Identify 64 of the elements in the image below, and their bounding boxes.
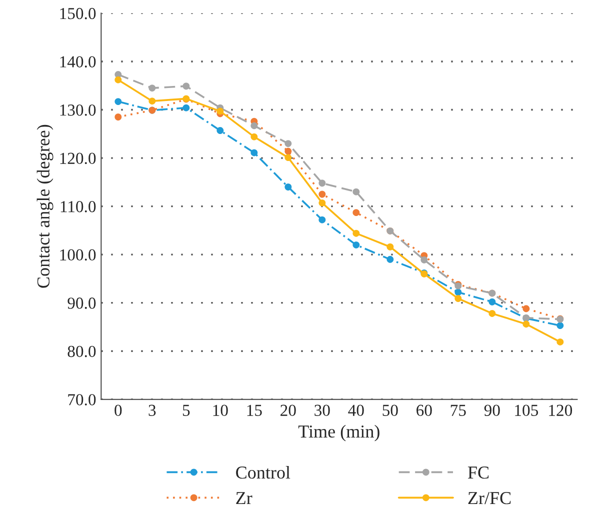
y-tick-label: 120.0 xyxy=(60,152,96,164)
point xyxy=(386,243,394,250)
x-tick-label: 20 xyxy=(280,404,296,416)
y-tick-label: 100.0 xyxy=(60,249,96,261)
y-tick-label: 90.0 xyxy=(68,298,96,309)
point xyxy=(182,82,190,90)
point xyxy=(216,108,224,115)
legend-label: Zr/FC xyxy=(468,492,511,504)
x-tick-label: 5 xyxy=(182,404,190,416)
point xyxy=(318,180,326,187)
point xyxy=(522,305,530,312)
point xyxy=(556,338,564,346)
point xyxy=(148,84,156,92)
point xyxy=(318,199,326,206)
y-tick-label: 70.0 xyxy=(68,394,96,406)
point xyxy=(284,148,292,155)
y-tick-label: 140.0 xyxy=(60,56,96,68)
legend-label: FC xyxy=(468,466,489,479)
legend-label: Control xyxy=(236,466,290,479)
x-axis-title: Time (min) xyxy=(298,424,380,442)
point xyxy=(284,184,292,190)
y-tick-label: 130.0 xyxy=(60,104,96,116)
point xyxy=(182,104,190,112)
x-tick-label: 50 xyxy=(382,404,398,416)
y-tick-label: 110.0 xyxy=(60,201,96,212)
point xyxy=(352,209,360,216)
x-tick-label: 120 xyxy=(549,404,572,416)
point xyxy=(318,216,326,224)
x-tick-label: 60 xyxy=(416,404,432,416)
y-tick-label: 150.0 xyxy=(60,8,96,20)
x-tick-label: 40 xyxy=(348,404,364,416)
point xyxy=(556,322,564,330)
point xyxy=(284,154,292,162)
x-tick-label: 15 xyxy=(247,404,262,416)
x-tick-label: 3 xyxy=(148,404,156,416)
point xyxy=(352,230,360,237)
x-tick-label: 30 xyxy=(314,404,330,416)
point xyxy=(284,140,292,148)
point xyxy=(148,98,156,105)
point xyxy=(488,298,496,306)
point xyxy=(386,256,394,263)
point xyxy=(420,256,428,264)
point xyxy=(318,190,326,198)
x-tick-label: 90 xyxy=(484,404,500,416)
point xyxy=(352,241,360,248)
point xyxy=(352,188,360,196)
point xyxy=(454,288,462,296)
y-axis-title: Contact angle (degree) xyxy=(36,124,54,288)
legend-label: Zr xyxy=(236,492,252,504)
point xyxy=(114,98,122,106)
x-tick-label: 105 xyxy=(515,404,538,416)
point xyxy=(216,127,224,134)
x-tick-label: 75 xyxy=(450,404,466,416)
point xyxy=(114,114,122,120)
x-tick-label: 0 xyxy=(114,404,122,416)
point xyxy=(522,320,530,328)
point xyxy=(250,122,258,130)
point xyxy=(250,149,258,156)
point xyxy=(488,310,496,317)
point xyxy=(250,133,258,140)
y-tick-label: 80.0 xyxy=(68,346,96,358)
point xyxy=(114,76,122,84)
x-tick-label: 10 xyxy=(213,404,228,416)
point xyxy=(454,295,462,302)
